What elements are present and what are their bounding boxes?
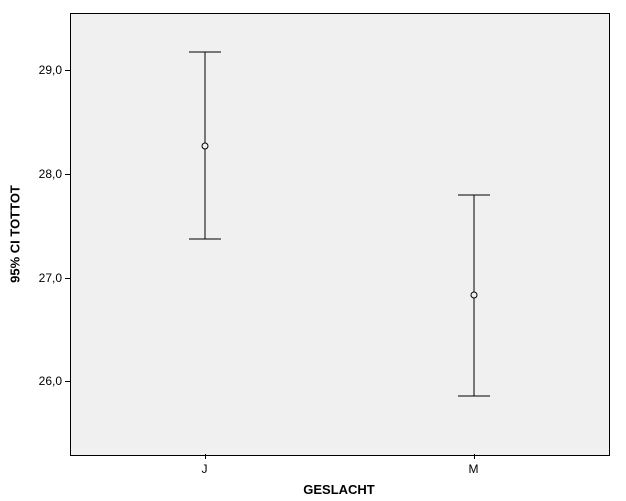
x-tick [205, 454, 206, 459]
error-bar-cap-lower [458, 395, 490, 396]
error-bar-cap-upper [189, 52, 221, 53]
plot-area [70, 13, 610, 456]
mean-marker [470, 292, 477, 299]
error-bar-cap-upper [458, 194, 490, 195]
x-tick-label: J [202, 462, 208, 476]
x-axis-title: GESLACHT [303, 482, 375, 497]
y-tick [65, 278, 70, 279]
x-tick-label: M [469, 462, 479, 476]
y-tick-label: 29,0 [30, 63, 62, 77]
y-tick [65, 174, 70, 175]
chart-container: 95% CI TOTTOT GESLACHT 26,0 27,0 28,0 29,0 J… [0, 0, 626, 501]
y-axis-title: 95% CI TOTTOT [8, 185, 23, 283]
y-tick-label: 26,0 [30, 374, 62, 388]
mean-marker [201, 142, 208, 149]
error-bar-cap-lower [189, 239, 221, 240]
y-tick [65, 381, 70, 382]
x-tick [474, 454, 475, 459]
y-tick [65, 70, 70, 71]
y-tick-label: 27,0 [30, 271, 62, 285]
y-tick-label: 28,0 [30, 167, 62, 181]
